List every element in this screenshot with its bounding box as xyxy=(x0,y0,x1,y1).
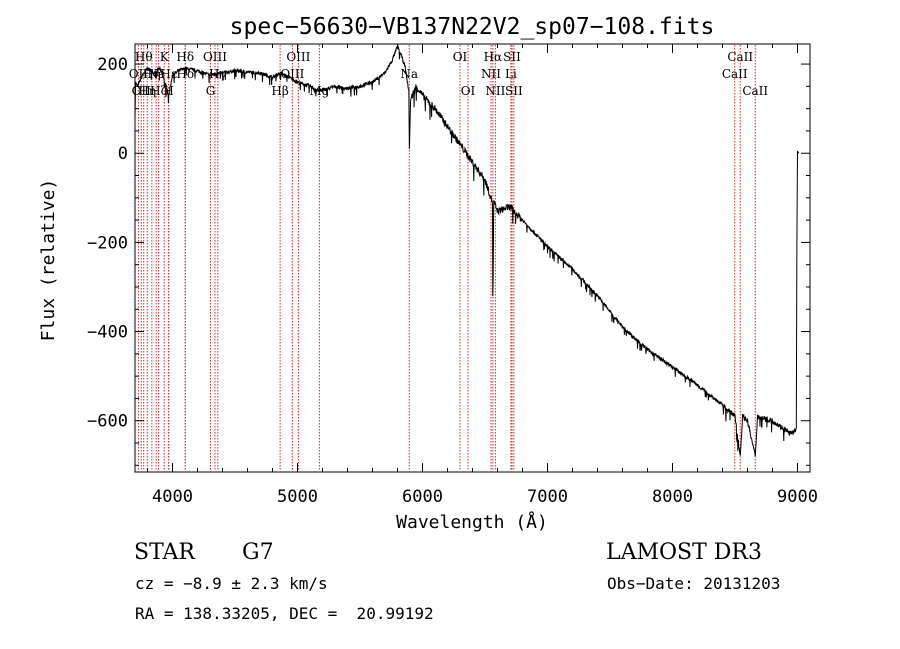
line-label: OIII xyxy=(203,50,227,64)
y-tick-label: −600 xyxy=(87,412,128,432)
x-tick-label: 4000 xyxy=(152,487,193,507)
y-tick-label: −400 xyxy=(87,323,128,343)
x-tick-label: 6000 xyxy=(402,487,443,507)
x-tick-label: 7000 xyxy=(527,487,568,507)
line-label: OI xyxy=(453,50,468,64)
line-label: SII xyxy=(505,84,523,98)
y-axis-ticks: 200 0 −200 −400 −600 xyxy=(87,55,810,466)
line-label: OII xyxy=(129,67,149,81)
line-label: NII xyxy=(485,84,505,98)
x-axis-label: Wavelength (Å) xyxy=(396,511,548,533)
line-label: OI xyxy=(461,84,476,98)
line-label: CaII xyxy=(742,84,768,98)
object-class: STAR xyxy=(134,540,195,565)
line-label: NII xyxy=(481,67,501,81)
spectrum-line xyxy=(134,44,800,457)
chart-title: spec−56630−VB137N22V2_sp07−108.fits xyxy=(230,14,715,40)
line-label: Li xyxy=(505,67,517,81)
line-label: H xyxy=(163,84,173,98)
observation-date: Obs−Date: 20131203 xyxy=(607,574,781,593)
line-label: OII xyxy=(132,84,152,98)
plot-frame xyxy=(134,43,811,473)
line-label: Hζ xyxy=(150,84,167,98)
line-label: OIII xyxy=(286,50,310,64)
line-label: Hβ xyxy=(271,84,288,98)
line-label: Hδ xyxy=(176,50,194,64)
sky-coordinates: RA = 138.33205, DEC = 20.99192 xyxy=(135,604,434,623)
line-label: Na xyxy=(400,67,418,81)
x-tick-label: 9000 xyxy=(777,487,818,507)
line-label: Hη xyxy=(138,84,156,98)
spectral-subclass: G7 xyxy=(242,540,274,565)
line-label: G xyxy=(206,84,216,98)
y-tick-label: −200 xyxy=(87,233,128,253)
x-tick-label: 8000 xyxy=(652,487,693,507)
x-axis-ticks: 4000 5000 6000 7000 8000 9000 xyxy=(147,44,818,507)
line-label: CaII xyxy=(722,67,748,81)
line-label: K xyxy=(160,50,170,64)
y-tick-label: 0 xyxy=(118,144,128,164)
y-axis-label: Flux (relative) xyxy=(38,179,59,342)
emission-line-markers xyxy=(137,45,756,471)
survey-name: LAMOST DR3 xyxy=(606,540,762,565)
line-label: Hθ xyxy=(135,50,153,64)
redshift-value: cz = −8.9 ± 2.3 km/s xyxy=(135,574,328,593)
line-label: Hε xyxy=(160,67,177,81)
line-label: Hα xyxy=(484,50,503,64)
line-label: SII xyxy=(503,50,521,64)
x-tick-label: 5000 xyxy=(277,487,318,507)
y-tick-label: 200 xyxy=(97,55,128,75)
line-label: CaII xyxy=(727,50,753,64)
